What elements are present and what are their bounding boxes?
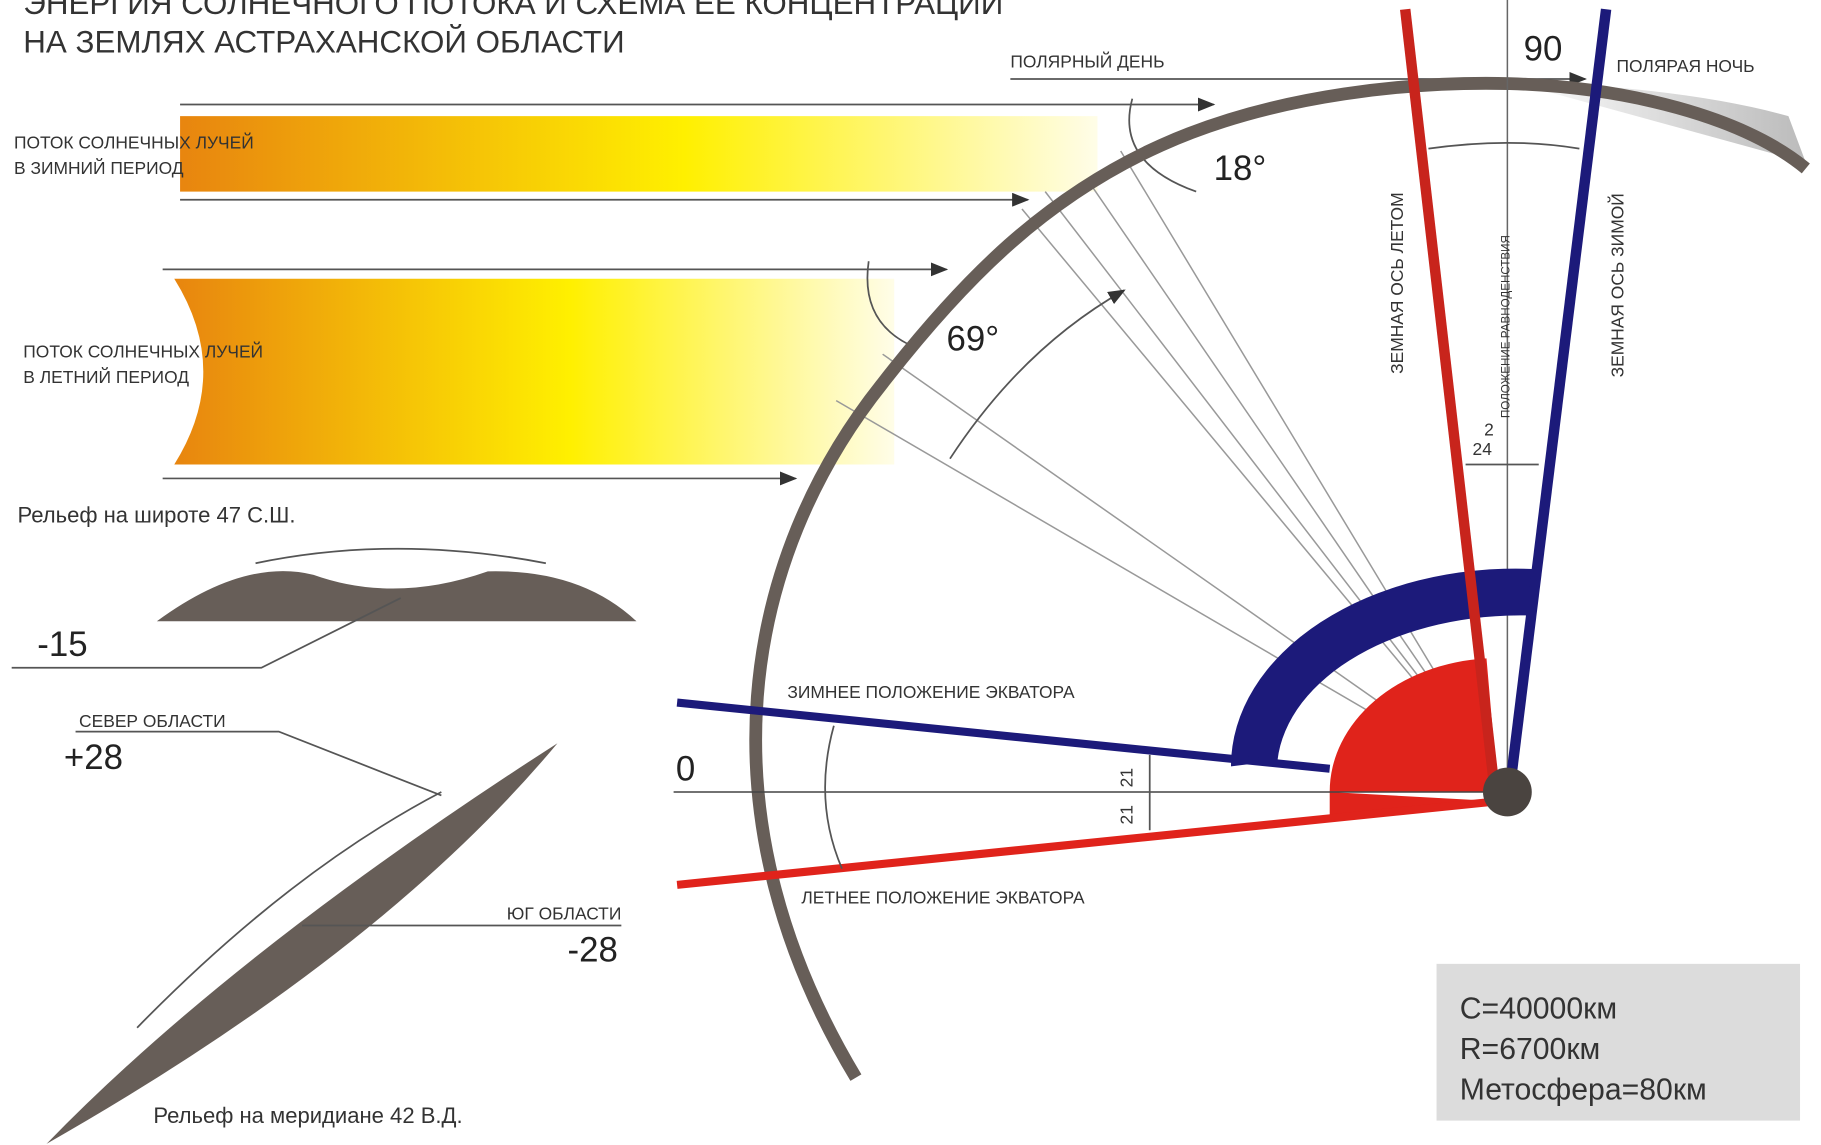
winter-axis — [1504, 8, 1612, 791]
label: ЗЕМНАЯ ОСЬ ЗИМОЙ — [1608, 193, 1628, 377]
winter-equator — [676, 698, 1331, 773]
label: ЗЕМНАЯ ОСЬ ЛЕТОМ — [1387, 192, 1407, 374]
label: 18° — [1214, 149, 1267, 188]
summer-beam — [174, 278, 895, 465]
angle-arc — [866, 261, 918, 350]
fact: C=40000км — [1460, 992, 1617, 1025]
angle-arc — [949, 289, 1126, 460]
earth-center — [1483, 767, 1532, 817]
leader — [11, 597, 402, 669]
label: 0 — [676, 749, 695, 788]
summer-axis — [1400, 8, 1500, 791]
title: ЭНЕРГИЯ СОЛНЕЧНОГО ПОТОКА И СХЕМА ЕЕ КОН… — [23, 0, 1003, 21]
label: 24 — [1473, 439, 1493, 459]
winter-sector — [1231, 568, 1533, 767]
label: ПОЛЯРНЫЙ ДЕНЬ — [1010, 51, 1164, 71]
label: ПОТОК СОЛНЕЧНЫХ ЛУЧЕЙ — [23, 342, 263, 362]
label: В ЛЕТНИЙ ПЕРИОД — [23, 367, 189, 387]
angle-arc — [1428, 141, 1580, 150]
label: В ЗИМНИЙ ПЕРИОД — [14, 158, 184, 178]
night-shade — [1509, 81, 1806, 163]
label: -15 — [37, 625, 87, 664]
earth-arc — [749, 76, 1810, 1081]
beam-arrows — [162, 71, 1587, 486]
label: ПОЛОЖЕНИЕ РАВНОДЕНСТВИЯ — [1500, 235, 1513, 418]
summer-sector — [1329, 658, 1499, 819]
label: 2 — [1484, 419, 1494, 439]
label: -28 — [568, 931, 618, 970]
label: ПОЛЯРАЯ НОЧЬ — [1617, 56, 1755, 76]
label: ПОТОК СОЛНЕЧНЫХ ЛУЧЕЙ — [14, 133, 254, 153]
winter-beam — [180, 116, 1098, 192]
label: 21 — [1116, 805, 1136, 824]
label: ЗИМНЕЕ ПОЛОЖЕНИЕ ЭКВАТОРА — [787, 682, 1075, 702]
label: Рельеф на меридиане 42 В.Д. — [153, 1103, 462, 1128]
angle-arc — [824, 725, 843, 869]
title: НА ЗЕМЛЯХ АСТРАХАНСКОЙ ОБЛАСТИ — [23, 23, 624, 59]
relief — [46, 743, 558, 1144]
label: 90 — [1524, 29, 1563, 68]
fact: R=6700км — [1460, 1033, 1601, 1066]
label: ЛЕТНЕЕ ПОЛОЖЕНИЕ ЭКВАТОРА — [801, 887, 1085, 907]
label: Рельеф на широте 47 С.Ш. — [17, 503, 295, 528]
relief-line — [255, 547, 547, 565]
summer-equator — [676, 797, 1499, 889]
fact: Метосфера=80км — [1460, 1074, 1707, 1107]
leader — [75, 730, 442, 797]
label: ЮГ ОБЛАСТИ — [507, 904, 622, 924]
relief-line — [136, 791, 442, 1029]
label: СЕВЕР ОБЛАСТИ — [79, 711, 226, 731]
label: 69° — [946, 320, 999, 359]
relief — [156, 571, 637, 622]
facts-box — [1436, 963, 1801, 1121]
label: +28 — [64, 738, 123, 777]
label: 21 — [1116, 768, 1136, 787]
